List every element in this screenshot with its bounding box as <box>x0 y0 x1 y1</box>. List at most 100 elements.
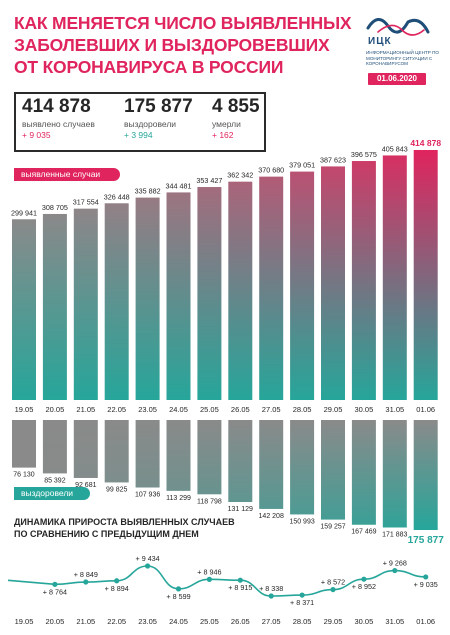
recovered-value-label-10: 159 257 <box>320 524 345 531</box>
recovered-delta: + 3 994 <box>124 130 153 140</box>
logo-description: Информационный центр по мониторингу ситу… <box>366 50 439 67</box>
recovered-total: 175 877 <box>124 96 193 117</box>
cases-category-label-3: 22.05 <box>107 405 126 414</box>
cases-value-label-3: 326 448 <box>104 192 130 201</box>
cases-category-label-4: 23.05 <box>138 405 157 414</box>
cases-bar-7 <box>228 181 253 400</box>
cases-category-label-8: 27.05 <box>262 405 281 414</box>
cases-value-label-7: 362 342 <box>227 171 253 180</box>
dynamics-value-label-10: + 8 572 <box>321 578 345 587</box>
cases-bar-8 <box>259 176 284 400</box>
recovered-bar-12 <box>382 420 407 528</box>
date-badge: 01.06.2020 <box>368 73 426 85</box>
summary-cases: 414 878 выявлено случаев + 9 035 <box>22 94 95 141</box>
recovered-bar-6 <box>197 420 222 495</box>
cases-bar-10 <box>321 166 345 400</box>
dynamics-category-label-2: 21.05 <box>76 617 95 626</box>
recovered-value-label-6: 118 798 <box>197 498 222 505</box>
cases-value-label-10: 387 623 <box>320 155 346 164</box>
recovered-bar-3 <box>104 420 129 483</box>
summary-box: 414 878 выявлено случаев + 9 035 175 877… <box>14 92 266 152</box>
summary-recovered: 175 877 выздоровели + 3 994 <box>124 94 193 141</box>
dynamics-value-label-7: + 8 915 <box>228 583 252 592</box>
dynamics-point-12 <box>392 567 398 574</box>
title-line-3: ОТ КОРОНАВИРУСА В РОССИИ <box>14 57 284 77</box>
deaths-total: 4 855 <box>212 96 260 117</box>
title-line-2: ЗАБОЛЕВШИХ И ВЫЗДОРОВЕВШИХ <box>14 35 330 55</box>
cases-category-label-5: 24.05 <box>169 405 188 414</box>
logo-name: ИЦК <box>368 36 392 47</box>
dynamics-point-10 <box>330 586 336 593</box>
dynamics-category-label-8: 27.05 <box>262 617 281 626</box>
dynamics-value-label-11: + 8 952 <box>352 582 376 591</box>
dynamics-category-label-11: 30.05 <box>355 617 374 626</box>
cases-value-label-0: 299 941 <box>11 208 37 217</box>
dynamics-title-line-2: ПО СРАВНЕНИЮ С ПРЕДЫДУЩИМ ДНЕМ <box>14 529 199 539</box>
deaths-label: умерли <box>212 119 241 129</box>
cases-bar-3 <box>104 203 129 400</box>
cases-category-label-12: 31.05 <box>385 405 404 414</box>
recovered-value-label-7: 131 129 <box>228 506 253 513</box>
title-line-1: КАК МЕНЯЕТСЯ ЧИСЛО ВЫЯВЛЕННЫХ <box>14 13 352 33</box>
cases-bar-0 <box>12 219 36 400</box>
cases-bar-13 <box>413 150 438 400</box>
dynamics-point-4 <box>145 563 151 569</box>
dynamics-category-label-9: 28.05 <box>293 617 312 626</box>
dynamics-value-label-6: + 8 946 <box>197 567 221 576</box>
cases-category-label-9: 28.05 <box>293 405 312 414</box>
cases-value-label-9: 379 051 <box>289 161 315 170</box>
cases-category-label-6: 25.05 <box>200 405 219 414</box>
recovered-bar-2 <box>73 420 98 478</box>
cases-value-label-11: 396 575 <box>351 150 377 159</box>
dynamics-value-label-1: + 8 764 <box>43 587 67 596</box>
dynamics-point-8 <box>268 593 274 599</box>
dynamics-category-label-1: 20.05 <box>46 617 65 626</box>
cases-value-label-2: 317 554 <box>73 198 99 207</box>
recovered-value-label-12: 171 883 <box>382 532 407 539</box>
recovered-value-label-9: 150 993 <box>289 518 314 525</box>
recovered-value-label-3: 99 825 <box>106 486 128 493</box>
recovered-pill: выздоровели <box>14 487 90 500</box>
dynamics-value-label-13: + 9 035 <box>414 580 438 589</box>
dynamics-point-7 <box>237 577 243 583</box>
recovered-bar-7 <box>228 420 253 503</box>
page-title: КАК МЕНЯЕТСЯ ЧИСЛО ВЫЯВЛЕННЫХ ЗАБОЛЕВШИХ… <box>14 12 352 78</box>
recovered-bar-9 <box>290 420 315 515</box>
dynamics-point-3 <box>114 578 120 584</box>
recovered-bar-1 <box>42 420 67 474</box>
dynamics-value-label-9: + 8 371 <box>290 598 314 607</box>
dynamics-point-6 <box>206 576 212 582</box>
dynamics-category-label-6: 25.05 <box>200 617 219 626</box>
cases-value-label-1: 308 705 <box>42 203 68 212</box>
cases-bar-1 <box>42 213 67 400</box>
dynamics-point-13 <box>423 574 429 580</box>
dynamics-category-label-5: 24.05 <box>169 617 188 626</box>
recovered-bar-13 <box>413 420 438 530</box>
dynamics-point-5 <box>175 586 182 592</box>
recovered-bar-10 <box>321 420 345 520</box>
dynamics-point-11 <box>361 576 367 582</box>
dynamics-value-label-4: + 9 434 <box>136 554 160 563</box>
cases-value-label-13: 414 878 <box>410 138 441 148</box>
cases-bar-4 <box>135 197 160 400</box>
recovered-value-label-4: 107 936 <box>135 492 160 499</box>
cases-pill: выявленные случаи <box>14 168 120 181</box>
cases-category-label-2: 21.05 <box>76 405 95 414</box>
cases-bar-5 <box>166 192 191 400</box>
recovered-bar-0 <box>12 420 36 468</box>
recovered-value-label-1: 85 392 <box>44 477 66 484</box>
cases-total: 414 878 <box>22 96 91 117</box>
recovered-value-label-11: 167 469 <box>351 529 376 536</box>
dynamics-category-label-3: 22.05 <box>107 617 126 626</box>
cases-bar-12 <box>382 155 407 400</box>
cases-delta: + 9 035 <box>22 130 51 140</box>
dynamics-value-label-12: + 9 268 <box>383 559 407 568</box>
dynamics-line <box>7 565 426 597</box>
recovered-label: выздоровели <box>124 119 177 129</box>
dynamics-point-1 <box>52 581 58 587</box>
dynamics-title-line-1: ДИНАМИКА ПРИРОСТА ВЫЯВЛЕННЫХ СЛУЧАЕВ <box>14 517 235 527</box>
dynamics-value-label-2: + 8 849 <box>74 570 98 579</box>
cases-value-label-6: 353 427 <box>196 176 222 185</box>
cases-category-label-1: 20.05 <box>46 405 65 414</box>
recovered-bar-8 <box>259 420 284 509</box>
